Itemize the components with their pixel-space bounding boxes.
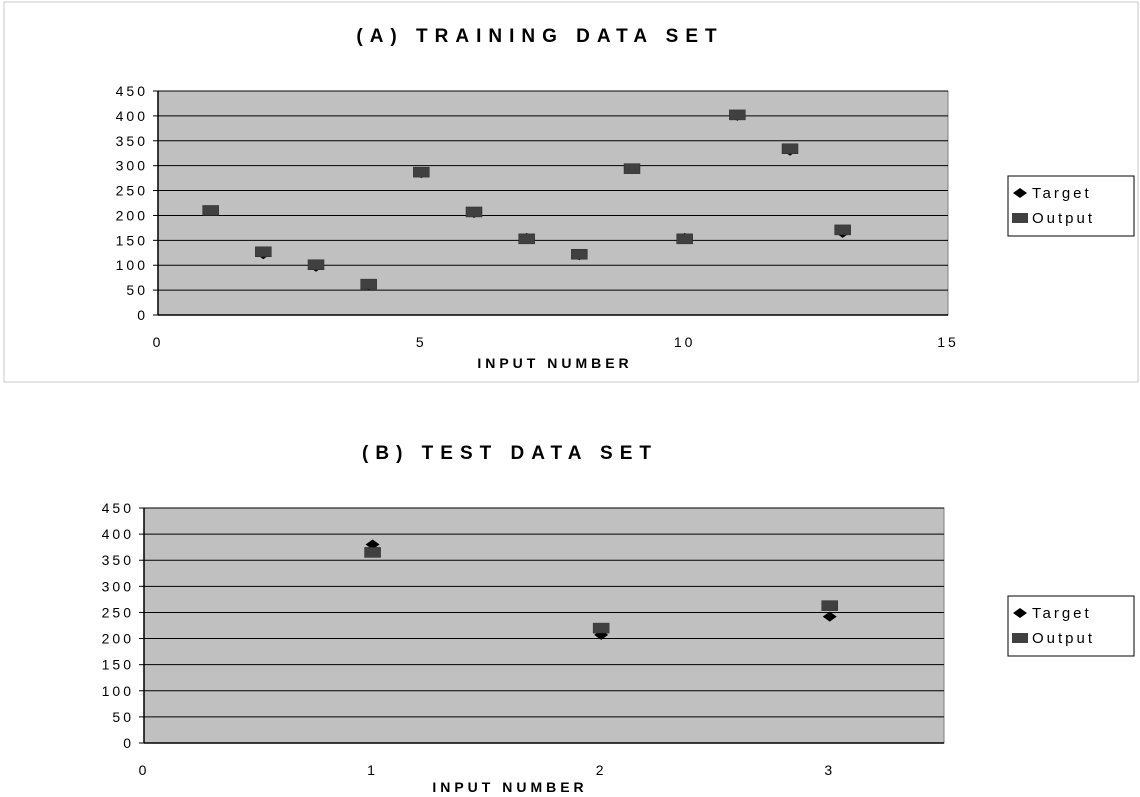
chart-b-x-tick-label: 0 <box>139 762 150 778</box>
chart-b-plot-area <box>143 507 945 744</box>
chart-b-y-tick-label: 150 <box>102 657 134 673</box>
chart-b-x-tick-label: 3 <box>824 762 835 778</box>
chart-b-y-tick-label: 250 <box>102 604 134 620</box>
chart-a-output-point <box>413 166 430 178</box>
chart-b-x-axis-label: INPUT NUMBER <box>432 779 587 795</box>
chart-a-legend <box>1007 175 1135 237</box>
chart-b-y-tick-label: 350 <box>102 552 134 568</box>
chart-a-x-tick-label: 5 <box>416 334 427 350</box>
chart-a-output-point <box>518 233 535 245</box>
chart-a-y-tick-label: 150 <box>116 232 148 248</box>
chart-a-x-tick-label: 0 <box>153 334 164 350</box>
chart-a-y-tick-label: 100 <box>116 257 148 273</box>
chart-a-y-tick-label: 350 <box>116 133 148 149</box>
chart-a-output-point <box>360 278 377 290</box>
chart-b-title: (B) TEST DATA SET <box>362 443 658 464</box>
chart-a-x-axis-label: INPUT NUMBER <box>477 355 632 371</box>
chart-a: (A) TRAINING DATA SET0501001502002503003… <box>116 26 1135 371</box>
chart-b-y-tick-label: 400 <box>102 526 134 542</box>
chart-a-output-point <box>307 259 325 270</box>
chart-b-x-tick-label: 2 <box>596 762 607 778</box>
chart-b-legend-target-marker <box>1013 608 1027 618</box>
chart-a-y-tick-label: 300 <box>116 158 148 174</box>
chart-a-plot-area <box>157 90 949 316</box>
chart-a-x-tick-label: 15 <box>937 334 959 350</box>
chart-a-output-point <box>623 163 641 174</box>
chart-a-output-point <box>834 224 851 236</box>
chart-a-y-tick-label: 400 <box>116 108 148 124</box>
chart-a-y-tick-label: 0 <box>137 307 148 323</box>
chart-a-output-point <box>465 206 483 218</box>
chart-b-legend-label-target: Target <box>1032 605 1092 622</box>
chart-a-legend-output-marker <box>1012 213 1028 223</box>
chart-a-output-point <box>729 109 746 121</box>
chart-a-title: (A) TRAINING DATA SET <box>356 26 723 47</box>
chart-a-output-point <box>571 249 588 260</box>
chart-a-output-point <box>202 205 219 216</box>
chart-b: (B) TEST DATA SET 0 50 100 150 200 250 300 350 40… <box>102 443 1135 795</box>
chart-b-y-tick-label: 50 <box>112 709 134 725</box>
chart-b-target-point <box>822 611 837 622</box>
chart-b-x-tick-label: 1 <box>367 762 378 778</box>
chart-b-y-tick-label: 0 <box>123 735 134 751</box>
chart-a-y-tick-label: 50 <box>126 282 148 298</box>
chart-b-legend-label-output: Output <box>1032 630 1095 647</box>
chart-a-output-point <box>781 143 799 154</box>
chart-a-y-tick-label: 250 <box>116 183 148 199</box>
chart-a-x-tick-label: 10 <box>674 334 696 350</box>
chart-a-y-tick-label: 200 <box>116 207 148 223</box>
chart-b-y-tick-label: 300 <box>102 578 134 594</box>
chart-b-output-point <box>821 600 838 611</box>
chart-a-output-point <box>676 233 693 245</box>
chart-a-legend-label-output: Output <box>1032 210 1095 227</box>
chart-b-y-tick-label: 100 <box>102 683 134 699</box>
chart-a-output-point <box>255 246 272 258</box>
chart-b-legend-output-marker <box>1012 633 1028 643</box>
chart-b-y-tick-label: 450 <box>102 500 134 516</box>
chart-b-output-point <box>364 547 381 558</box>
chart-a-legend-label-target: Target <box>1032 185 1092 202</box>
chart-b-target-point <box>365 539 380 550</box>
chart-b-output-point <box>592 622 610 634</box>
chart-a-y-tick-label: 450 <box>116 83 148 99</box>
chart-a-legend-target-marker <box>1013 188 1027 198</box>
chart-b-y-tick-label: 200 <box>102 631 134 647</box>
chart-b-legend <box>1007 595 1135 657</box>
